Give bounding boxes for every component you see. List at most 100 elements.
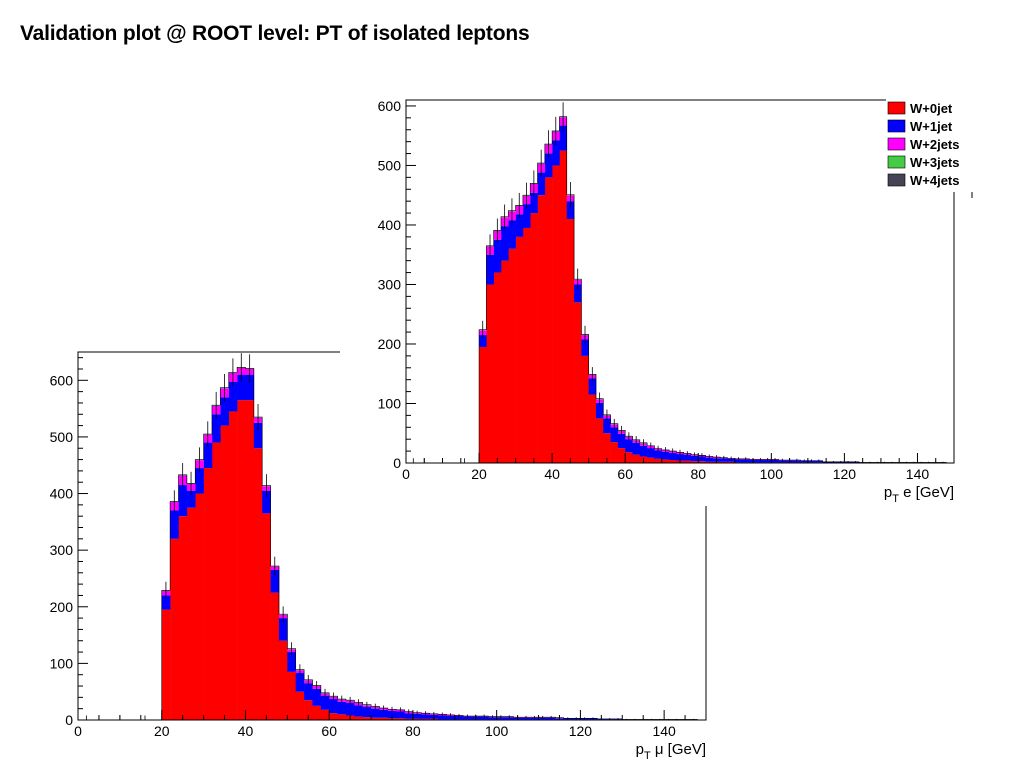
bin-bar: [617, 448, 626, 463]
bin-bar: [220, 397, 230, 426]
y-tick-label: 600: [50, 372, 74, 388]
bin-bar: [588, 378, 597, 395]
bin-bar: [304, 700, 313, 720]
bin-bar: [537, 172, 546, 196]
legend: W+0jet W+1jet W+2jets W+3jets W+4jets: [886, 96, 973, 198]
bin-bar: [262, 490, 271, 514]
x-tick-label: 120: [833, 466, 857, 482]
bin-bar: [345, 703, 355, 716]
bin-bar: [690, 461, 699, 463]
bin-bar: [521, 717, 531, 720]
bin-bar: [486, 284, 494, 463]
bin-bar: [479, 346, 487, 463]
x-axis: 0 20 40 60 80 100 120 140: [74, 710, 707, 739]
y-tick-label: 200: [50, 599, 74, 615]
x-tick-label: 0: [402, 466, 410, 482]
bin-bar: [574, 284, 582, 303]
series-wplus-0jet: [479, 150, 823, 463]
bin-bar: [396, 718, 405, 720]
legend-entry: W+2jets: [910, 137, 960, 152]
histogram-step: [161, 366, 698, 720]
bin-bar: [270, 592, 280, 720]
y-tick-label: 400: [50, 486, 74, 502]
bin-bar: [404, 713, 414, 719]
bin-bar: [237, 374, 246, 401]
legend-swatch: [887, 173, 906, 187]
bin-bar: [371, 708, 380, 718]
x-tick-label: 60: [617, 466, 633, 482]
bin-bar: [544, 177, 553, 463]
bin-bar: [508, 220, 516, 249]
bin-bar: [404, 718, 414, 720]
bin-bar: [178, 516, 188, 720]
bin-bar: [595, 418, 604, 463]
bin-bar: [412, 718, 422, 720]
bin-bar: [195, 468, 204, 494]
bin-bar: [552, 140, 560, 166]
bin-bar: [379, 717, 389, 720]
bin-bar: [654, 450, 663, 459]
legend-swatch: [887, 155, 906, 169]
y-tick-label: 0: [65, 712, 73, 728]
legend-entry: W+4jets: [910, 173, 960, 188]
bin-bar: [203, 442, 213, 469]
bin-bar: [379, 709, 389, 718]
bin-bar: [742, 459, 750, 463]
x-tick-label: 80: [405, 723, 421, 739]
bin-bar: [493, 272, 502, 463]
series-wplus-0jet: [161, 400, 623, 720]
bin-bar: [661, 451, 670, 460]
bin-bar: [354, 716, 363, 720]
bin-bar: [371, 717, 380, 720]
bin-bar: [538, 717, 548, 720]
bin-bar: [211, 442, 221, 720]
bin-bar: [588, 394, 597, 463]
bin-bar: [312, 688, 322, 706]
y-tick-label: 500: [50, 429, 74, 445]
bin-bar: [262, 513, 271, 720]
bin-bar: [756, 460, 765, 463]
x-tick-label: 100: [485, 723, 509, 739]
bin-bar: [625, 452, 633, 463]
bin-bar: [211, 414, 221, 443]
bin-bar: [354, 705, 363, 717]
bin-bar: [245, 374, 255, 401]
bin-bar: [705, 461, 714, 463]
x-tick-label: 40: [238, 723, 254, 739]
bin-bar: [387, 710, 397, 719]
x-tick-label: 60: [321, 723, 337, 739]
x-axis-label: pT e [GeV]: [884, 484, 954, 505]
bin-bar: [669, 452, 677, 461]
y-axis: 0 100 200 300 400 500 600: [378, 98, 416, 471]
series-wplus-1jet: [479, 125, 947, 463]
bin-bar: [574, 302, 582, 463]
y-tick-label: 0: [393, 455, 401, 471]
x-tick-label: 40: [544, 466, 560, 482]
bin-bar: [647, 457, 655, 463]
bin-bar: [161, 609, 171, 720]
bin-bar: [530, 717, 539, 720]
y-tick-label: 200: [378, 336, 402, 352]
bin-bar: [396, 711, 405, 719]
bin-bar: [337, 701, 347, 715]
bin-bar: [421, 714, 430, 719]
x-tick-label: 140: [906, 466, 930, 482]
bin-bar: [544, 153, 553, 178]
bin-bar: [676, 454, 684, 461]
bin-bar: [595, 402, 604, 419]
bin-bar: [278, 618, 288, 641]
bin-bar: [727, 461, 736, 463]
bin-bar: [546, 717, 556, 720]
legend-swatch: [887, 119, 906, 133]
bin-bar: [362, 706, 372, 718]
bin-bar: [515, 214, 524, 237]
bin-bar: [778, 460, 787, 463]
legend-swatch: [887, 101, 906, 115]
bin-bar: [522, 204, 531, 228]
bin-bar: [566, 201, 575, 220]
x-axis-label: pT μ [GeV]: [636, 741, 706, 762]
bin-bar: [720, 458, 728, 462]
bin-bar: [683, 460, 692, 463]
bin-bar: [228, 382, 238, 412]
